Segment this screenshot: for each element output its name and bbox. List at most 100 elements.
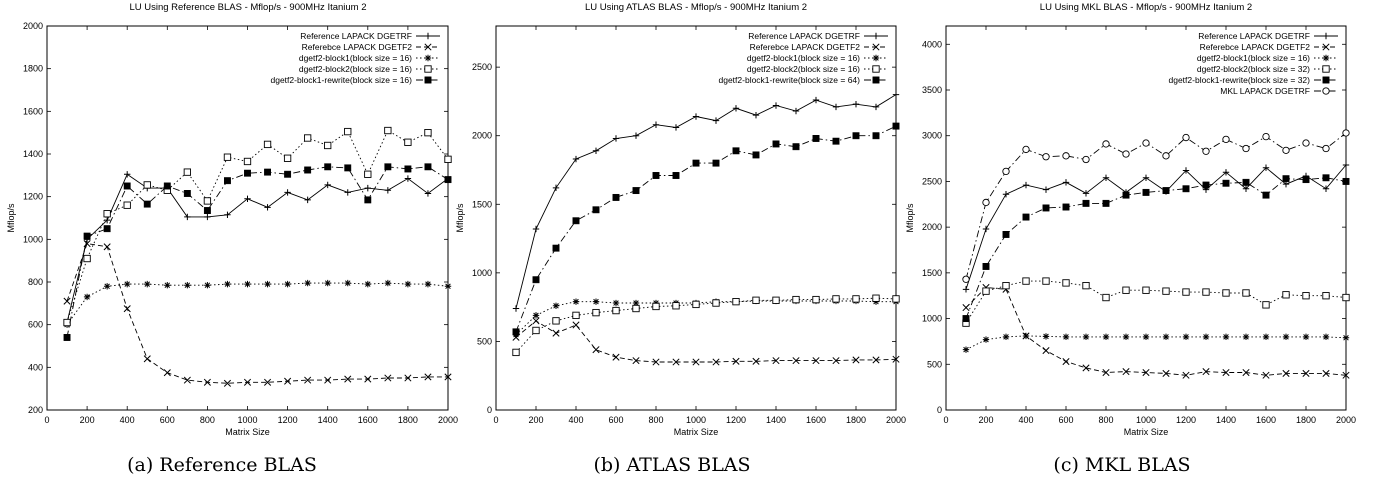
chart-title: LU Using Reference BLAS - Mflop/s - 900M… bbox=[129, 2, 366, 13]
series-2 bbox=[512, 317, 900, 366]
data-point bbox=[532, 225, 540, 233]
chart-panel-2: LU Using ATLAS BLAS - Mflop/s - 900MHz I… bbox=[455, 2, 906, 476]
data-point bbox=[712, 299, 720, 307]
data-point bbox=[982, 225, 990, 233]
y-tick-label: 1000 bbox=[922, 314, 942, 324]
data-point bbox=[552, 184, 560, 192]
data-point bbox=[872, 294, 880, 302]
data-point bbox=[263, 378, 272, 386]
data-point bbox=[404, 175, 412, 182]
data-point bbox=[1142, 188, 1150, 196]
data-point bbox=[512, 305, 520, 312]
data-point bbox=[572, 311, 580, 320]
data-point bbox=[652, 121, 660, 128]
data-point bbox=[344, 164, 352, 172]
x-tick-label: 0 bbox=[493, 415, 498, 425]
series-line bbox=[66, 129, 449, 323]
data-point bbox=[1242, 178, 1250, 186]
series-line bbox=[66, 173, 449, 323]
legend-marker bbox=[1322, 32, 1330, 40]
data-point bbox=[1002, 282, 1010, 290]
data-point bbox=[1062, 333, 1070, 341]
y-tick-label: 4000 bbox=[922, 39, 942, 49]
data-point bbox=[1322, 185, 1330, 192]
x-tick-label: 2000 bbox=[438, 415, 458, 425]
y-tick-label: 1800 bbox=[23, 64, 43, 74]
series-5 bbox=[962, 174, 1350, 323]
legend-marker bbox=[1322, 76, 1330, 84]
legend-item: dgetf2-block2(block size = 16) bbox=[299, 64, 440, 74]
data-point bbox=[103, 210, 111, 218]
data-point bbox=[512, 348, 520, 357]
data-point bbox=[304, 166, 312, 174]
data-point bbox=[384, 374, 392, 382]
data-point bbox=[63, 334, 71, 341]
x-tick-label: 2000 bbox=[1336, 415, 1356, 425]
data-point bbox=[962, 346, 970, 353]
data-point bbox=[962, 275, 970, 283]
legend-label: dgetf2-block2(block size = 32) bbox=[1197, 64, 1310, 74]
data-point bbox=[1282, 333, 1290, 341]
data-point bbox=[732, 357, 740, 365]
x-tick-label: 1600 bbox=[1256, 415, 1276, 425]
legend-marker bbox=[1322, 65, 1330, 73]
x-tick-label: 1800 bbox=[398, 415, 418, 425]
data-point bbox=[792, 107, 800, 115]
series-line bbox=[515, 297, 897, 353]
series-line bbox=[515, 94, 897, 309]
data-point bbox=[832, 295, 840, 303]
data-point bbox=[324, 279, 331, 287]
series-4 bbox=[512, 294, 900, 357]
data-point bbox=[224, 177, 231, 185]
data-point bbox=[1162, 152, 1170, 160]
y-tick-label: 3000 bbox=[922, 131, 942, 141]
x-tick-label: 1200 bbox=[278, 415, 298, 425]
data-point bbox=[1102, 333, 1110, 341]
y-tick-label: 500 bbox=[927, 359, 942, 369]
data-point bbox=[204, 213, 211, 221]
legend-marker bbox=[872, 76, 880, 84]
data-point bbox=[163, 182, 171, 190]
data-point bbox=[1162, 369, 1170, 377]
data-point bbox=[143, 181, 151, 189]
data-point bbox=[1222, 179, 1230, 187]
data-point bbox=[384, 163, 392, 171]
legend-marker bbox=[424, 54, 432, 62]
x-axis-label: Matrix Size bbox=[225, 427, 270, 437]
legend-marker bbox=[1322, 54, 1330, 62]
data-point bbox=[83, 293, 91, 301]
data-point bbox=[732, 147, 740, 155]
data-point bbox=[752, 357, 760, 365]
data-point bbox=[283, 154, 292, 162]
data-point bbox=[1342, 177, 1350, 185]
data-point bbox=[1182, 333, 1190, 341]
data-point bbox=[962, 315, 970, 323]
legend-item: Reference LAPACK DGETRF bbox=[1198, 31, 1338, 41]
data-point bbox=[1322, 144, 1330, 153]
x-tick-label: 1000 bbox=[237, 415, 257, 425]
x-tick-label: 1000 bbox=[686, 415, 706, 425]
legend-item: dgetf2-block1-rewrite(block size = 32) bbox=[1169, 75, 1338, 85]
y-tick-label: 200 bbox=[28, 405, 43, 415]
data-point bbox=[1182, 371, 1190, 379]
data-point bbox=[184, 282, 191, 289]
data-point bbox=[962, 304, 970, 312]
data-point bbox=[264, 280, 271, 288]
data-point bbox=[672, 172, 680, 179]
data-point bbox=[143, 355, 151, 363]
data-point bbox=[243, 378, 252, 386]
series-1 bbox=[512, 91, 900, 312]
x-tick-label: 2000 bbox=[886, 415, 906, 425]
data-point bbox=[183, 190, 191, 197]
data-point bbox=[424, 190, 432, 197]
data-point bbox=[1342, 293, 1350, 302]
data-point bbox=[384, 126, 392, 135]
data-point bbox=[444, 283, 452, 290]
x-tick-label: 1600 bbox=[806, 415, 826, 425]
legend-marker bbox=[1322, 43, 1330, 51]
data-point bbox=[532, 312, 540, 319]
data-point bbox=[832, 103, 840, 111]
data-point bbox=[143, 200, 151, 208]
data-point bbox=[1222, 169, 1230, 176]
